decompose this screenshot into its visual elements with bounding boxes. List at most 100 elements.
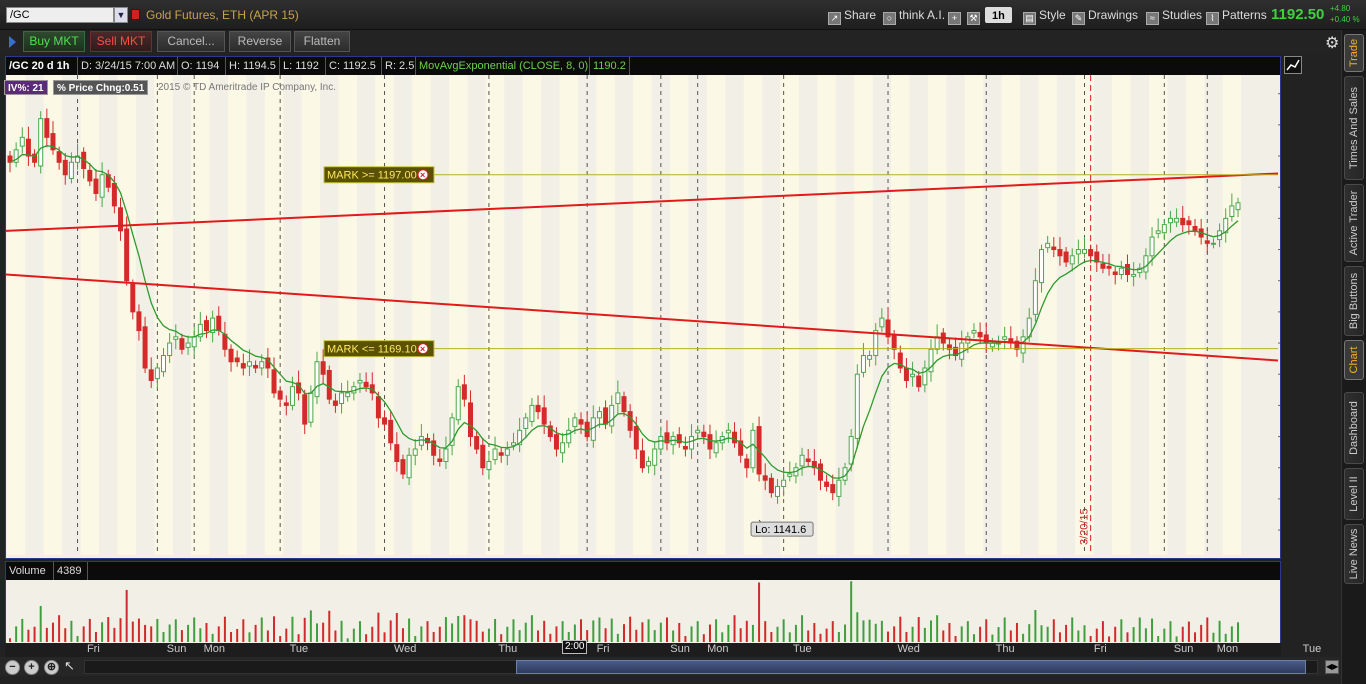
chart-style-icon[interactable] (1284, 56, 1302, 74)
volume-bar (401, 628, 404, 642)
candle-body (658, 436, 664, 450)
candle-body (203, 320, 209, 332)
candle-body (830, 484, 836, 494)
volume-bar (948, 623, 951, 642)
session-band (412, 75, 431, 555)
cancel-orders-button[interactable]: Cancel... (157, 31, 225, 52)
candle-body (443, 448, 449, 462)
volume-bar (223, 616, 226, 642)
zoom-out-icon[interactable]: − (5, 660, 20, 675)
time-tick-label: Fri (86, 643, 100, 655)
volume-bar (291, 616, 294, 642)
candle-body (517, 429, 523, 446)
candle-body (903, 367, 909, 381)
volume-bar (880, 620, 883, 642)
price-plot[interactable]: 1140114511501155116011651170117511801185… (6, 75, 1281, 559)
volume-bar (1200, 624, 1203, 642)
candle-body (738, 440, 744, 456)
scroll-to-end-icon[interactable]: ◀▶ (1325, 660, 1339, 674)
style-menu-button[interactable]: ▤ Style (1019, 5, 1070, 25)
crosshair-tool-button[interactable]: + (944, 5, 968, 25)
patterns-menu-button[interactable]: ⌇ Patterns (1202, 5, 1271, 25)
candle-body (283, 402, 289, 406)
tab-dashboard[interactable]: Dashboard (1344, 392, 1364, 464)
buy-market-button[interactable]: Buy MKT (23, 31, 85, 52)
settings-tool-button[interactable]: ⚒ (963, 5, 987, 25)
volume-bar (1040, 625, 1043, 642)
candle-body (879, 317, 885, 328)
volume-bar (862, 620, 865, 642)
tab-active-trader[interactable]: Active Trader (1344, 184, 1364, 262)
tab-times-and-sales[interactable]: Times And Sales (1344, 76, 1364, 180)
candle-body (1075, 249, 1081, 255)
volume-bar (125, 589, 128, 642)
volume-bar (573, 624, 576, 642)
candle-body (676, 434, 682, 444)
candle-body (1002, 336, 1008, 340)
candle-body (1143, 255, 1149, 273)
pointer-icon[interactable]: ↖ (64, 658, 75, 673)
volume-bar (211, 633, 214, 642)
candle-body (302, 394, 308, 425)
candle-body (615, 392, 621, 405)
volume-bar (942, 630, 945, 642)
time-axis[interactable]: Fri Sun Mon Tue Wed Thu Fri Sun Mon Tue Wed Thu Fri S… (5, 643, 1321, 657)
candle-body (566, 429, 572, 444)
symbol-input[interactable]: /GC (6, 7, 114, 23)
tab-big-buttons[interactable]: Big Buttons (1344, 266, 1364, 336)
volume-plot[interactable]: 20,00040,000 (6, 580, 1281, 644)
volume-bar (137, 618, 140, 642)
candle-body (1210, 242, 1216, 245)
zoom-in-icon[interactable]: + (24, 660, 39, 675)
candle-body (891, 334, 897, 350)
tab-chart[interactable]: Chart (1344, 340, 1364, 380)
volume-bar (334, 630, 337, 642)
candle-body (1063, 251, 1069, 263)
studies-menu-button[interactable]: ≈ Studies (1142, 5, 1206, 25)
price-chart-pane[interactable]: /GC 20 d 1h D: 3/24/15 7:00 AM O: 1194 H… (5, 56, 1281, 559)
flatten-position-button[interactable]: Flatten (294, 31, 350, 52)
volume-bar (616, 633, 619, 642)
gear-icon[interactable]: ⚙ (1325, 35, 1340, 52)
volume-pane[interactable]: Volume 4389 20,00040,000 (5, 561, 1281, 644)
volume-bar (659, 622, 662, 642)
study-ma-label[interactable]: MovAvgExponential (CLOSE, 8, 0) (416, 57, 590, 75)
zoom-fit-icon[interactable]: ⊕ (44, 660, 59, 675)
low-label-text: Lo: 1141.6 (755, 524, 806, 536)
alert-label-2[interactable]: MARK <= 1169.10 × (323, 340, 435, 358)
candle-body (418, 436, 424, 446)
think-ai-button[interactable]: ○ think A.I. (879, 5, 949, 25)
tab-trade[interactable]: Trade (1344, 34, 1364, 72)
expand-arrow-icon[interactable] (9, 36, 16, 48)
candle-body (1124, 264, 1130, 275)
candle-body (345, 392, 351, 398)
reverse-position-button[interactable]: Reverse (229, 31, 291, 52)
candle-body (578, 419, 584, 425)
share-button[interactable]: ↗ Share (824, 5, 880, 25)
tab-level-ii[interactable]: Level II (1344, 468, 1364, 520)
volume-bar (70, 620, 73, 642)
session-band (227, 75, 247, 555)
volume-bar (678, 623, 681, 642)
candle-body (1174, 217, 1180, 223)
drawings-menu-button[interactable]: ✎ Drawings (1068, 5, 1142, 25)
symbol-flag-icon[interactable] (131, 9, 140, 20)
candle-body (492, 448, 498, 461)
alert-label-1[interactable]: MARK >= 1197.00 × (323, 166, 435, 184)
candle-body (744, 458, 750, 469)
volume-bar (395, 612, 398, 642)
symbol-dropdown-button[interactable]: ▼ (114, 7, 128, 23)
tab-live-news[interactable]: Live News (1344, 524, 1364, 584)
volume-bar (346, 638, 349, 642)
volume-bar (727, 624, 730, 642)
candle-body (560, 442, 566, 454)
volume-bar (911, 626, 914, 642)
volume-bar (561, 621, 564, 642)
candle-body (124, 228, 130, 282)
sell-market-button[interactable]: Sell MKT (90, 31, 152, 52)
time-scrollbar-thumb[interactable] (516, 660, 1306, 674)
timeframe-selector[interactable]: 1h (985, 7, 1012, 23)
candle-body (32, 153, 38, 163)
candle-body (388, 419, 394, 444)
volume-bar (51, 622, 54, 642)
